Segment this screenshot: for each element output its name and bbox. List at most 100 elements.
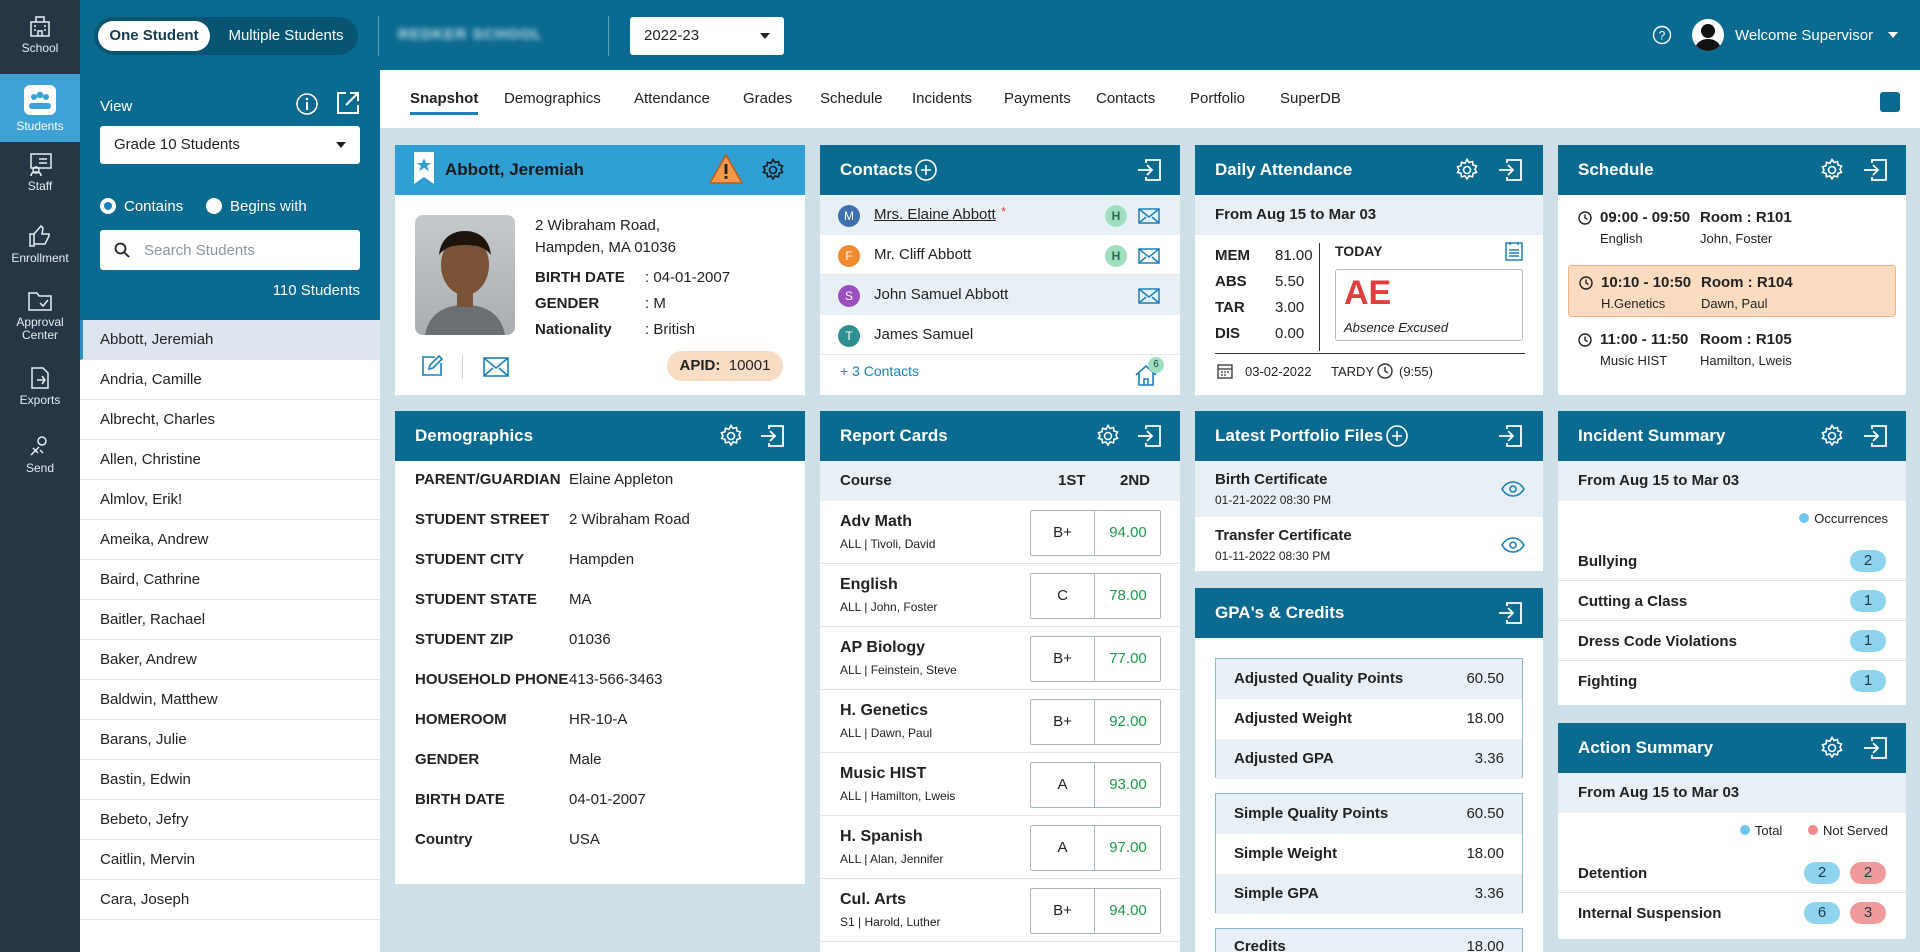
mail-icon[interactable] (483, 357, 509, 377)
info-icon[interactable] (295, 92, 319, 116)
list-item[interactable]: Caitlin, Mervin (80, 840, 380, 880)
tab-portfolio[interactable]: Portfolio (1190, 90, 1246, 107)
rail-staff[interactable]: Staff (0, 152, 80, 198)
eye-icon[interactable] (1501, 537, 1525, 553)
mail-icon[interactable] (1138, 248, 1160, 264)
search-input[interactable] (144, 238, 344, 262)
contact-name[interactable]: John Samuel Abbott (874, 286, 1009, 303)
expand-icon[interactable] (759, 424, 785, 448)
list-item[interactable]: Andria, Camille (80, 360, 380, 400)
gear-icon[interactable] (719, 424, 743, 448)
expand-icon[interactable] (1136, 158, 1162, 182)
list-item[interactable]: Ameika, Andrew (80, 520, 380, 560)
list-item[interactable]: Cara, Joseph (80, 880, 380, 920)
contact-name[interactable]: Mr. Cliff Abbott (874, 246, 972, 263)
expand-icon[interactable] (1862, 424, 1888, 448)
list-item[interactable]: Abbott, Jeremiah (80, 320, 380, 360)
rail-students[interactable]: Students (0, 74, 80, 142)
list-item[interactable]: Baird, Cathrine (80, 560, 380, 600)
gear-icon[interactable] (1820, 736, 1844, 760)
tab-demographics[interactable]: Demographics (504, 90, 601, 107)
list-item[interactable]: Almlov, Erik! (80, 480, 380, 520)
multiple-students-button[interactable]: Multiple Students (228, 27, 344, 44)
gear-icon[interactable] (1096, 424, 1120, 448)
contact-row[interactable]: F Mr. Cliff Abbott H (820, 235, 1180, 275)
grade-box[interactable]: A 93.00 (1030, 762, 1161, 808)
gear-icon[interactable] (1820, 158, 1844, 182)
report-row[interactable]: English ALL | John, Foster C 78.00 (820, 564, 1180, 627)
schedule-item[interactable]: 09:00 - 09:50 Room : R101 English John, … (1568, 207, 1896, 259)
add-file-icon[interactable] (1385, 424, 1409, 448)
list-item[interactable]: Albrecht, Charles (80, 400, 380, 440)
schedule-item[interactable]: 11:00 - 11:50 Room : R105 Music HIST Ham… (1568, 329, 1896, 381)
expand-icon[interactable] (1497, 158, 1523, 182)
list-item[interactable]: Barans, Julie (80, 720, 380, 760)
contact-row[interactable]: M Mrs. Elaine Abbott * H (820, 195, 1180, 235)
list-item[interactable]: Baitler, Rachael (80, 600, 380, 640)
tab-snapshot[interactable]: Snapshot (410, 90, 479, 115)
list-item[interactable]: Bebeto, Jefry (80, 800, 380, 840)
portfolio-file[interactable]: Birth Certificate 01-21-2022 08:30 PM (1195, 461, 1543, 517)
chevron-down-icon[interactable] (1888, 32, 1898, 38)
grade-box[interactable]: B+ 94.00 (1030, 888, 1161, 934)
list-item[interactable]: Baker, Andrew (80, 640, 380, 680)
bookmark-star-icon[interactable] (413, 151, 435, 185)
report-row[interactable]: H. Genetics ALL | Dawn, Paul B+ 92.00 (820, 690, 1180, 753)
incident-row[interactable]: Fighting 1 (1558, 661, 1906, 701)
expand-icon[interactable] (1497, 424, 1523, 448)
action-row[interactable]: Detention 2 2 (1558, 853, 1906, 893)
portfolio-file[interactable]: Transfer Certificate 01-11-2022 08:30 PM (1195, 517, 1543, 571)
expand-icon[interactable] (1862, 736, 1888, 760)
rail-approval-center[interactable]: Approval Center (0, 288, 80, 348)
expand-icon[interactable] (1497, 601, 1523, 625)
tab-incidents[interactable]: Incidents (912, 90, 973, 107)
grade-box[interactable]: A 97.00 (1030, 825, 1161, 871)
rail-exports[interactable]: Exports (0, 366, 80, 412)
contact-name[interactable]: James Samuel (874, 326, 974, 343)
welcome-label[interactable]: Welcome Supervisor (1735, 27, 1874, 44)
grade-box[interactable]: B+ 92.00 (1030, 699, 1161, 745)
gear-icon[interactable] (1820, 424, 1844, 448)
grade-box[interactable]: C 78.00 (1030, 573, 1161, 619)
contact-row[interactable]: T James Samuel (820, 315, 1180, 355)
contains-radio[interactable]: Contains (100, 198, 183, 215)
more-contacts-link[interactable]: + 3 Contacts (840, 363, 919, 379)
notes-icon[interactable] (1505, 241, 1523, 261)
incident-row[interactable]: Cutting a Class 1 (1558, 581, 1906, 621)
eye-icon[interactable] (1501, 481, 1525, 497)
gear-icon[interactable] (761, 158, 785, 182)
list-item[interactable]: Baldwin, Matthew (80, 680, 380, 720)
report-row[interactable]: H. Spanish ALL | Alan, Jennifer A 97.00 (820, 816, 1180, 879)
panel-toggle-button[interactable] (1880, 92, 1900, 112)
avatar[interactable] (1692, 19, 1724, 51)
mail-icon[interactable] (1138, 208, 1160, 224)
grade-box[interactable]: B+ 94.00 (1030, 510, 1161, 556)
one-student-button[interactable]: One Student (98, 21, 210, 51)
report-row[interactable]: Music HIST ALL | Hamilton, Lweis A 93.00 (820, 753, 1180, 816)
help-icon[interactable]: ? (1652, 25, 1672, 45)
open-external-icon[interactable] (335, 90, 361, 116)
warning-icon[interactable] (709, 153, 743, 185)
grade-box[interactable]: B+ 77.00 (1030, 636, 1161, 682)
tab-contacts[interactable]: Contacts (1096, 90, 1156, 107)
edit-icon[interactable] (421, 355, 443, 377)
report-row[interactable]: Cul. Arts S1 | Harold, Luther B+ 94.00 (820, 879, 1180, 942)
tab-superdb[interactable]: SuperDB (1280, 90, 1341, 107)
expand-icon[interactable] (1136, 424, 1162, 448)
tab-grades[interactable]: Grades (743, 90, 793, 107)
rail-enrollment[interactable]: Enrollment (0, 224, 80, 270)
list-item[interactable]: Allen, Christine (80, 440, 380, 480)
gear-icon[interactable] (1455, 158, 1479, 182)
year-select[interactable]: 2022-23 (630, 17, 784, 55)
schedule-item-current[interactable]: 10:10 - 10:50 Room : R104 H.Genetics Daw… (1568, 265, 1896, 317)
tab-payments[interactable]: Payments (1004, 90, 1071, 107)
report-row[interactable]: AP Biology ALL | Feinstein, Steve B+ 77.00 (820, 627, 1180, 690)
view-select[interactable]: Grade 10 Students (100, 126, 360, 164)
add-contact-icon[interactable] (914, 158, 938, 182)
contact-row[interactable]: S John Samuel Abbott (820, 275, 1180, 315)
rail-school[interactable]: School (0, 14, 80, 60)
begins-with-radio[interactable]: Begins with (206, 198, 307, 215)
tab-schedule[interactable]: Schedule (820, 90, 883, 107)
incident-row[interactable]: Bullying 2 (1558, 541, 1906, 581)
report-row[interactable]: Adv Math ALL | Tivoli, David B+ 94.00 (820, 501, 1180, 564)
